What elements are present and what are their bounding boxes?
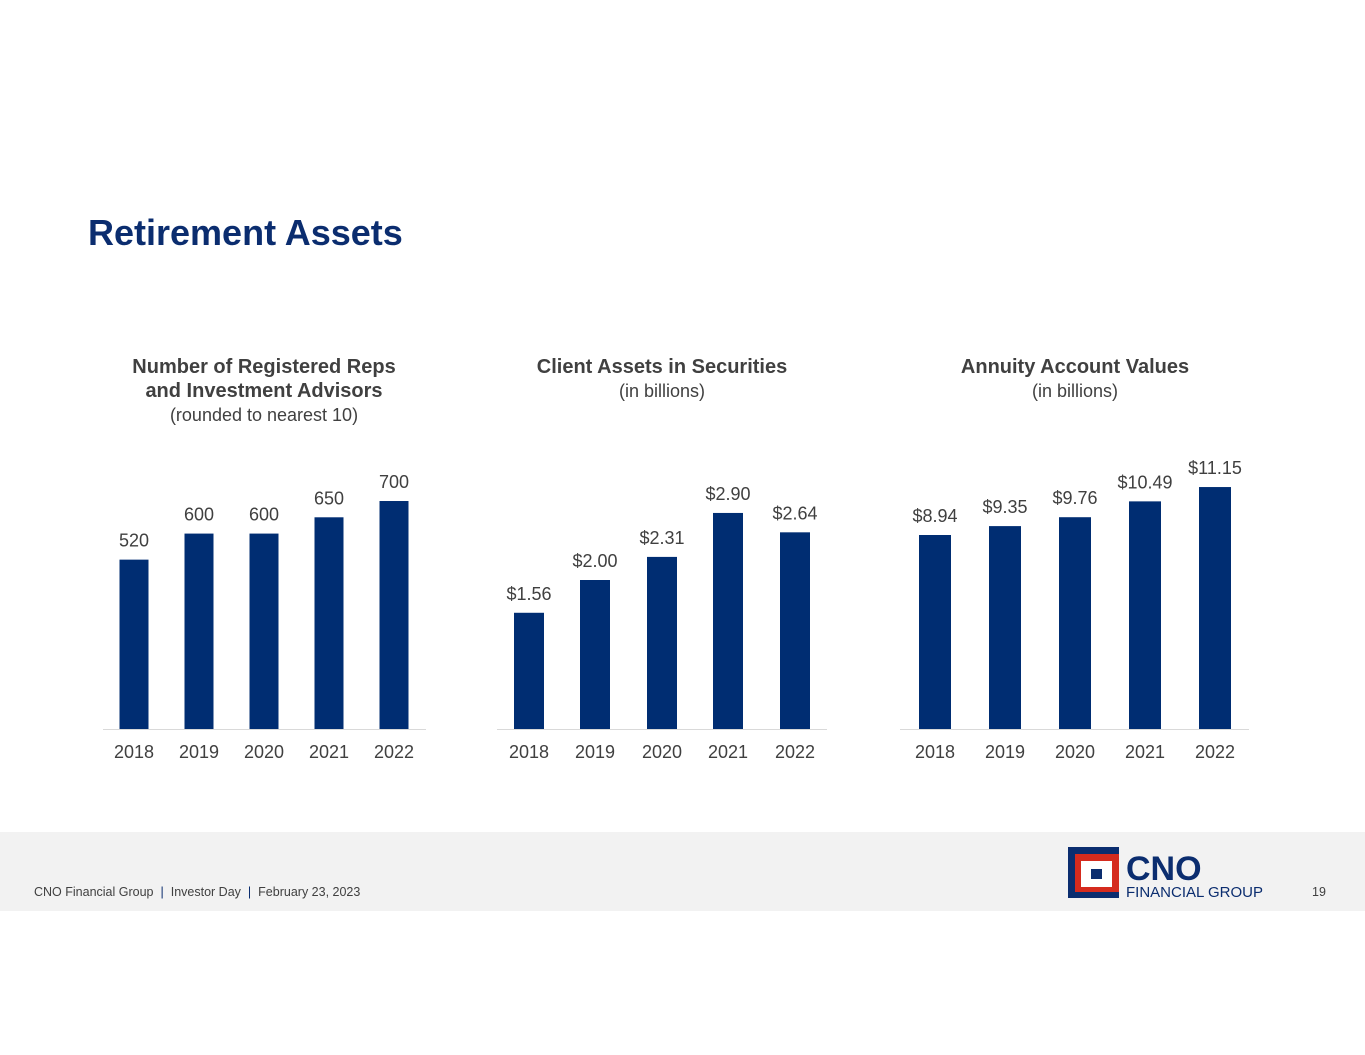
x-tick-label: 2018	[509, 742, 549, 762]
data-label: $10.49	[1117, 472, 1172, 492]
data-label: $9.76	[1052, 488, 1097, 508]
x-tick-label: 2020	[1055, 742, 1095, 762]
data-label: $2.31	[639, 528, 684, 548]
chart-title: Annuity Account Values (in billions)	[875, 355, 1275, 403]
chart-title-line: Number of Registered Reps	[132, 356, 396, 378]
x-tick-label: 2021	[708, 742, 748, 762]
chart-subtitle: (rounded to nearest 10)	[169, 405, 359, 425]
x-tick-label: 2021	[309, 742, 349, 762]
x-tick-label: 2022	[1195, 742, 1235, 762]
chart-title-line: Client Assets in Securities	[536, 356, 788, 378]
footer-separator: |	[247, 885, 252, 899]
footer-event: Investor Day	[170, 885, 241, 899]
data-label: $2.90	[705, 484, 750, 504]
bar	[249, 533, 279, 729]
data-label: 700	[379, 472, 409, 492]
bar	[184, 533, 214, 729]
x-tick-label: 2018	[114, 742, 154, 762]
data-label: 520	[119, 531, 149, 551]
bar	[379, 501, 409, 729]
bar	[713, 512, 743, 729]
chart-title-line: and Investment Advisors	[145, 380, 383, 402]
chart-subtitle: (in billions)	[618, 381, 706, 401]
bar	[314, 517, 344, 729]
x-tick-label: 2020	[244, 742, 284, 762]
page-number: 19	[1312, 885, 1326, 899]
footer: CNO Financial Group | Investor Day | Februar…	[0, 832, 1365, 911]
x-tick-label: 2020	[642, 742, 682, 762]
chart-title: Number of Registered Reps and Investment …	[64, 355, 464, 427]
footer-text: CNO Financial Group | Investor Day | Februar…	[34, 885, 360, 899]
svg-text:FINANCIAL GROUP: FINANCIAL GROUP	[1126, 884, 1263, 899]
x-tick-label: 2019	[985, 742, 1025, 762]
data-label: 650	[314, 488, 344, 508]
bar	[1059, 517, 1091, 729]
bar	[514, 612, 544, 729]
cno-logo: CNO FINANCIAL GROUP	[1068, 847, 1263, 899]
data-label: 600	[249, 505, 279, 525]
bar	[919, 535, 951, 729]
chart-subtitle: (in billions)	[1031, 381, 1119, 401]
bar	[1129, 501, 1161, 729]
x-tick-label: 2022	[775, 742, 815, 762]
x-tick-label: 2019	[179, 742, 219, 762]
chart-title-line: Annuity Account Values	[960, 356, 1190, 378]
data-label: $1.56	[506, 584, 551, 604]
data-label: $2.00	[572, 551, 617, 571]
x-tick-label: 2021	[1125, 742, 1165, 762]
bar	[780, 532, 810, 729]
data-label: $11.15	[1188, 458, 1242, 478]
bar	[1199, 487, 1231, 729]
bar	[989, 526, 1021, 729]
x-tick-label: 2019	[575, 742, 615, 762]
footer-separator: |	[160, 885, 164, 899]
footer-company: CNO Financial Group	[34, 885, 154, 899]
x-tick-label: 2018	[915, 742, 955, 762]
charts-area: 520 2018 600 2019 600 2020 650 2021 700 2022 $1.56…	[103, 458, 1249, 762]
data-label: 600	[184, 505, 214, 525]
bar	[647, 556, 677, 729]
bar	[580, 580, 610, 729]
data-label: $8.94	[912, 506, 957, 526]
bar	[119, 559, 149, 729]
footer-date: February 23, 2023	[258, 885, 361, 899]
svg-text:CNO: CNO	[1126, 850, 1202, 888]
data-label: $2.64	[772, 503, 817, 523]
chart-title: Client Assets in Securities (in billions)	[462, 355, 862, 403]
data-label: $9.35	[982, 497, 1027, 517]
page-title: Retirement Assets	[88, 212, 403, 253]
x-tick-label: 2022	[374, 742, 414, 762]
